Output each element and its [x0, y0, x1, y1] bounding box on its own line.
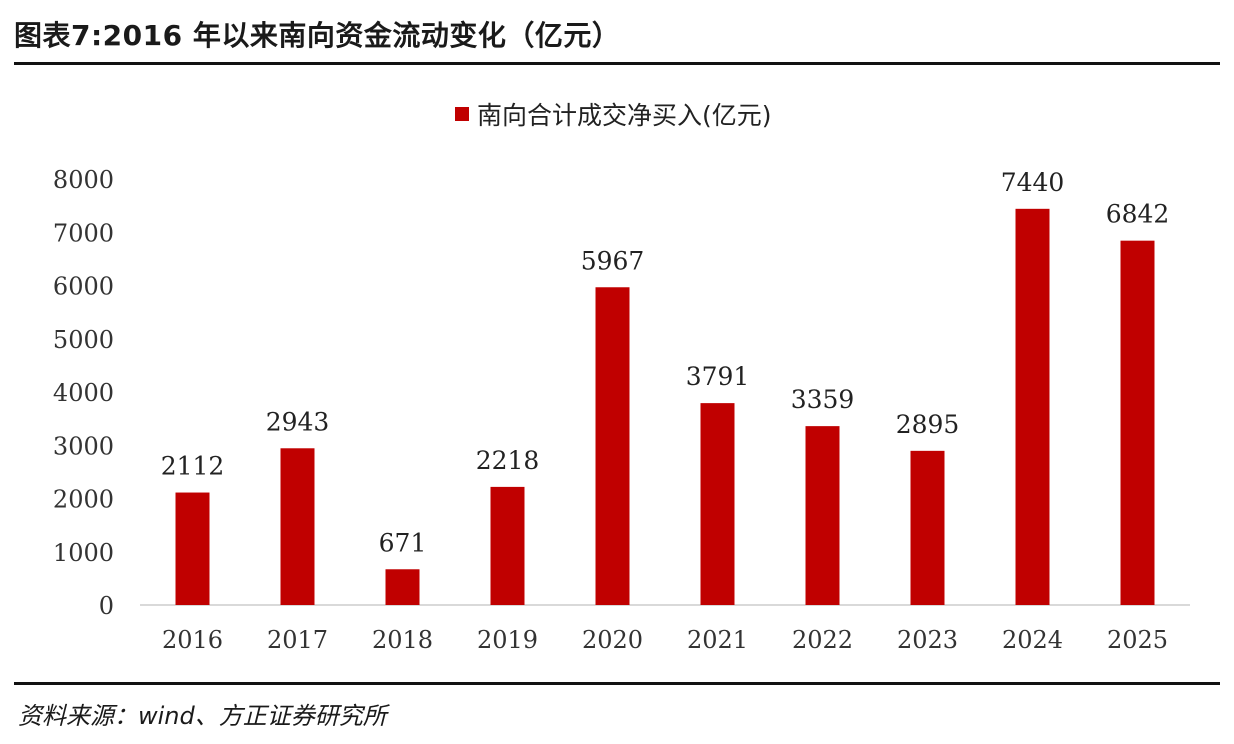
bar-2025 — [1120, 240, 1155, 605]
y-tick-label: 4000 — [53, 379, 114, 407]
x-tick-label: 2024 — [1002, 626, 1063, 654]
data-label-2022: 3359 — [791, 385, 855, 414]
y-axis: 0 1000 2000 3000 4000 5000 6000 7000 8000 — [53, 166, 114, 620]
data-label-2019: 2218 — [476, 446, 540, 475]
data-label-2023: 2895 — [896, 410, 960, 439]
bar-2018 — [385, 569, 420, 605]
bars — [175, 208, 1155, 605]
y-tick-label: 5000 — [53, 326, 114, 354]
x-tick-label: 2025 — [1107, 626, 1168, 654]
data-label-2016: 2112 — [161, 452, 225, 481]
y-tick-label: 6000 — [53, 273, 114, 301]
x-tick-label: 2020 — [582, 626, 643, 654]
data-label-2017: 2943 — [266, 407, 330, 436]
bar-2021 — [700, 403, 735, 605]
y-tick-label: 8000 — [53, 166, 114, 194]
x-tick-label: 2023 — [897, 626, 958, 654]
y-tick-label: 3000 — [53, 432, 114, 460]
source-divider — [14, 682, 1220, 685]
source-note: 资料来源：wind、方正证券研究所 — [18, 702, 387, 730]
bar-2023 — [910, 450, 945, 605]
bar-2017 — [280, 448, 315, 605]
x-tick-label: 2017 — [267, 626, 328, 654]
y-tick-label: 2000 — [53, 486, 114, 514]
legend: 南向合计成交净买入(亿元) — [455, 101, 772, 130]
data-labels: 2112 2943 671 2218 5967 3791 3359 2895 7440 6842 — [161, 168, 1170, 557]
data-label-2025: 6842 — [1106, 200, 1170, 229]
bar-2024 — [1015, 208, 1050, 605]
y-tick-label: 0 — [99, 592, 114, 620]
data-label-2021: 3791 — [686, 362, 750, 391]
data-label-2024: 7440 — [1001, 168, 1065, 197]
bar-2019 — [490, 486, 525, 605]
data-label-2018: 671 — [379, 528, 427, 557]
x-tick-label: 2016 — [162, 626, 223, 654]
y-tick-label: 1000 — [53, 539, 114, 567]
data-label-2020: 5967 — [581, 246, 645, 275]
bar-2016 — [175, 492, 210, 605]
x-tick-label: 2022 — [792, 626, 853, 654]
title-divider — [14, 62, 1220, 65]
chart-title: 图表7:2016 年以来南向资金流动变化（亿元） — [14, 19, 621, 52]
bar-2020 — [595, 287, 630, 605]
legend-swatch — [455, 107, 469, 121]
x-axis: 2016 2017 2018 2019 2020 2021 2022 2023 2024 2025 — [162, 626, 1168, 654]
bar-2022 — [805, 426, 840, 605]
x-tick-label: 2018 — [372, 626, 433, 654]
legend-label: 南向合计成交净买入(亿元) — [477, 101, 772, 130]
x-tick-label: 2019 — [477, 626, 538, 654]
x-tick-label: 2021 — [687, 626, 748, 654]
y-tick-label: 7000 — [53, 219, 114, 247]
